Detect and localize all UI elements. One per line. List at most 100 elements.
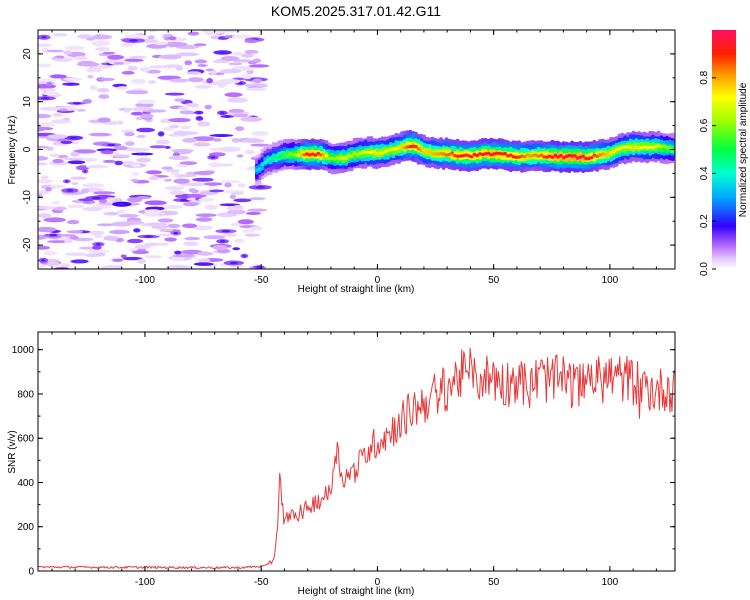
noise-blob	[228, 62, 243, 66]
signal-cell	[573, 154, 577, 158]
signal-cell	[414, 144, 418, 149]
noise-blob	[234, 238, 245, 243]
noise-blob	[100, 150, 114, 155]
noise-blob	[121, 70, 135, 75]
noise-blob	[233, 198, 252, 203]
noise-blob	[158, 77, 176, 80]
noise-blob	[120, 43, 134, 47]
noise-blob	[164, 178, 172, 182]
signal-cell	[486, 151, 491, 155]
noise-blob	[124, 141, 135, 147]
signal-cell	[313, 153, 318, 157]
signal-cell	[411, 144, 415, 148]
signal-cell	[310, 152, 315, 156]
noise-blob	[70, 140, 80, 145]
noise-blob	[222, 233, 238, 237]
noise-blob	[237, 183, 246, 188]
noise-blob-core	[116, 84, 123, 87]
x-tick-label: 100	[602, 275, 619, 286]
noise-blob	[64, 45, 85, 50]
noise-blob	[60, 140, 73, 144]
noise-blob	[38, 226, 57, 233]
noise-blob	[95, 252, 106, 256]
signal-cell	[455, 154, 460, 158]
signal-cell	[260, 162, 265, 166]
signal-cell	[656, 144, 661, 148]
noise-blob-core	[135, 229, 139, 232]
noise-blob	[38, 155, 49, 161]
noise-blob	[38, 206, 56, 210]
signal-cell	[274, 155, 279, 159]
noise-blob	[98, 94, 110, 99]
noise-blob	[175, 164, 188, 168]
noise-blob	[103, 235, 119, 241]
noise-blob	[161, 166, 173, 170]
signal-cell	[447, 152, 452, 157]
signal-cell	[338, 156, 343, 160]
noise-blob	[136, 127, 156, 133]
y-tick-label: 0	[28, 567, 34, 578]
noise-blob	[148, 176, 160, 181]
signal-cell	[330, 156, 334, 161]
noise-blob	[193, 142, 211, 147]
signal-cell	[361, 150, 365, 154]
signal-track	[255, 129, 675, 186]
signal-cell	[601, 152, 605, 156]
noise-blob	[125, 147, 150, 152]
noise-blob-core	[95, 243, 101, 246]
signal-cell	[511, 155, 516, 159]
noise-blob	[160, 205, 184, 209]
noise-blob	[198, 197, 215, 202]
noise-blob	[246, 87, 267, 92]
signal-cell	[525, 153, 530, 157]
noise-blob	[47, 134, 68, 139]
noise-blob	[121, 160, 135, 165]
noise-blob	[183, 182, 207, 187]
signal-cell	[617, 147, 622, 151]
noise-blob	[204, 204, 218, 210]
signal-cell	[581, 154, 585, 158]
noise-blob	[180, 125, 191, 130]
signal-cell	[609, 151, 613, 155]
noise-blob	[242, 74, 253, 80]
noise-blob	[241, 138, 265, 143]
noise-blob	[63, 50, 73, 55]
colorbar: 0.0 0.2 0.4 0.6 0.8 Normalized spectral ampl…	[699, 30, 749, 276]
signal-cell	[531, 153, 535, 158]
noise-blob	[157, 218, 174, 223]
noise-blob	[204, 104, 212, 110]
noise-blob	[154, 233, 174, 237]
noise-blob-core	[41, 36, 47, 39]
noise-blob-core	[118, 203, 126, 206]
signal-cell	[333, 157, 337, 161]
signal-cell	[324, 154, 329, 158]
noise-blob	[38, 162, 48, 166]
noise-blob	[49, 74, 67, 79]
noise-blob	[73, 149, 97, 154]
signal-cell	[422, 148, 426, 153]
signal-cell	[352, 151, 357, 155]
signal-cell	[631, 145, 636, 150]
noise-blob	[123, 107, 131, 113]
y-tick-label: 400	[17, 478, 34, 489]
signal-cell	[475, 153, 479, 158]
noise-blob	[232, 113, 249, 118]
noise-blob	[240, 116, 263, 122]
signal-cell	[358, 151, 362, 156]
noise-blob	[164, 92, 185, 96]
signal-cell	[612, 150, 616, 154]
spectrogram-y-label: Frequency (Hz)	[7, 116, 18, 185]
snr-frame	[37, 331, 676, 572]
noise-blob	[181, 223, 198, 229]
signal-cell	[464, 153, 468, 157]
noise-blob	[156, 139, 170, 145]
noise-blob	[130, 78, 146, 84]
noise-blob	[221, 180, 240, 184]
noise-blob	[52, 113, 63, 117]
signal-cell	[651, 146, 655, 150]
signal-cell	[363, 150, 368, 154]
signal-cell	[469, 155, 474, 159]
signal-cell	[550, 155, 555, 159]
noise-blob	[208, 162, 222, 168]
signal-cell	[495, 151, 499, 155]
